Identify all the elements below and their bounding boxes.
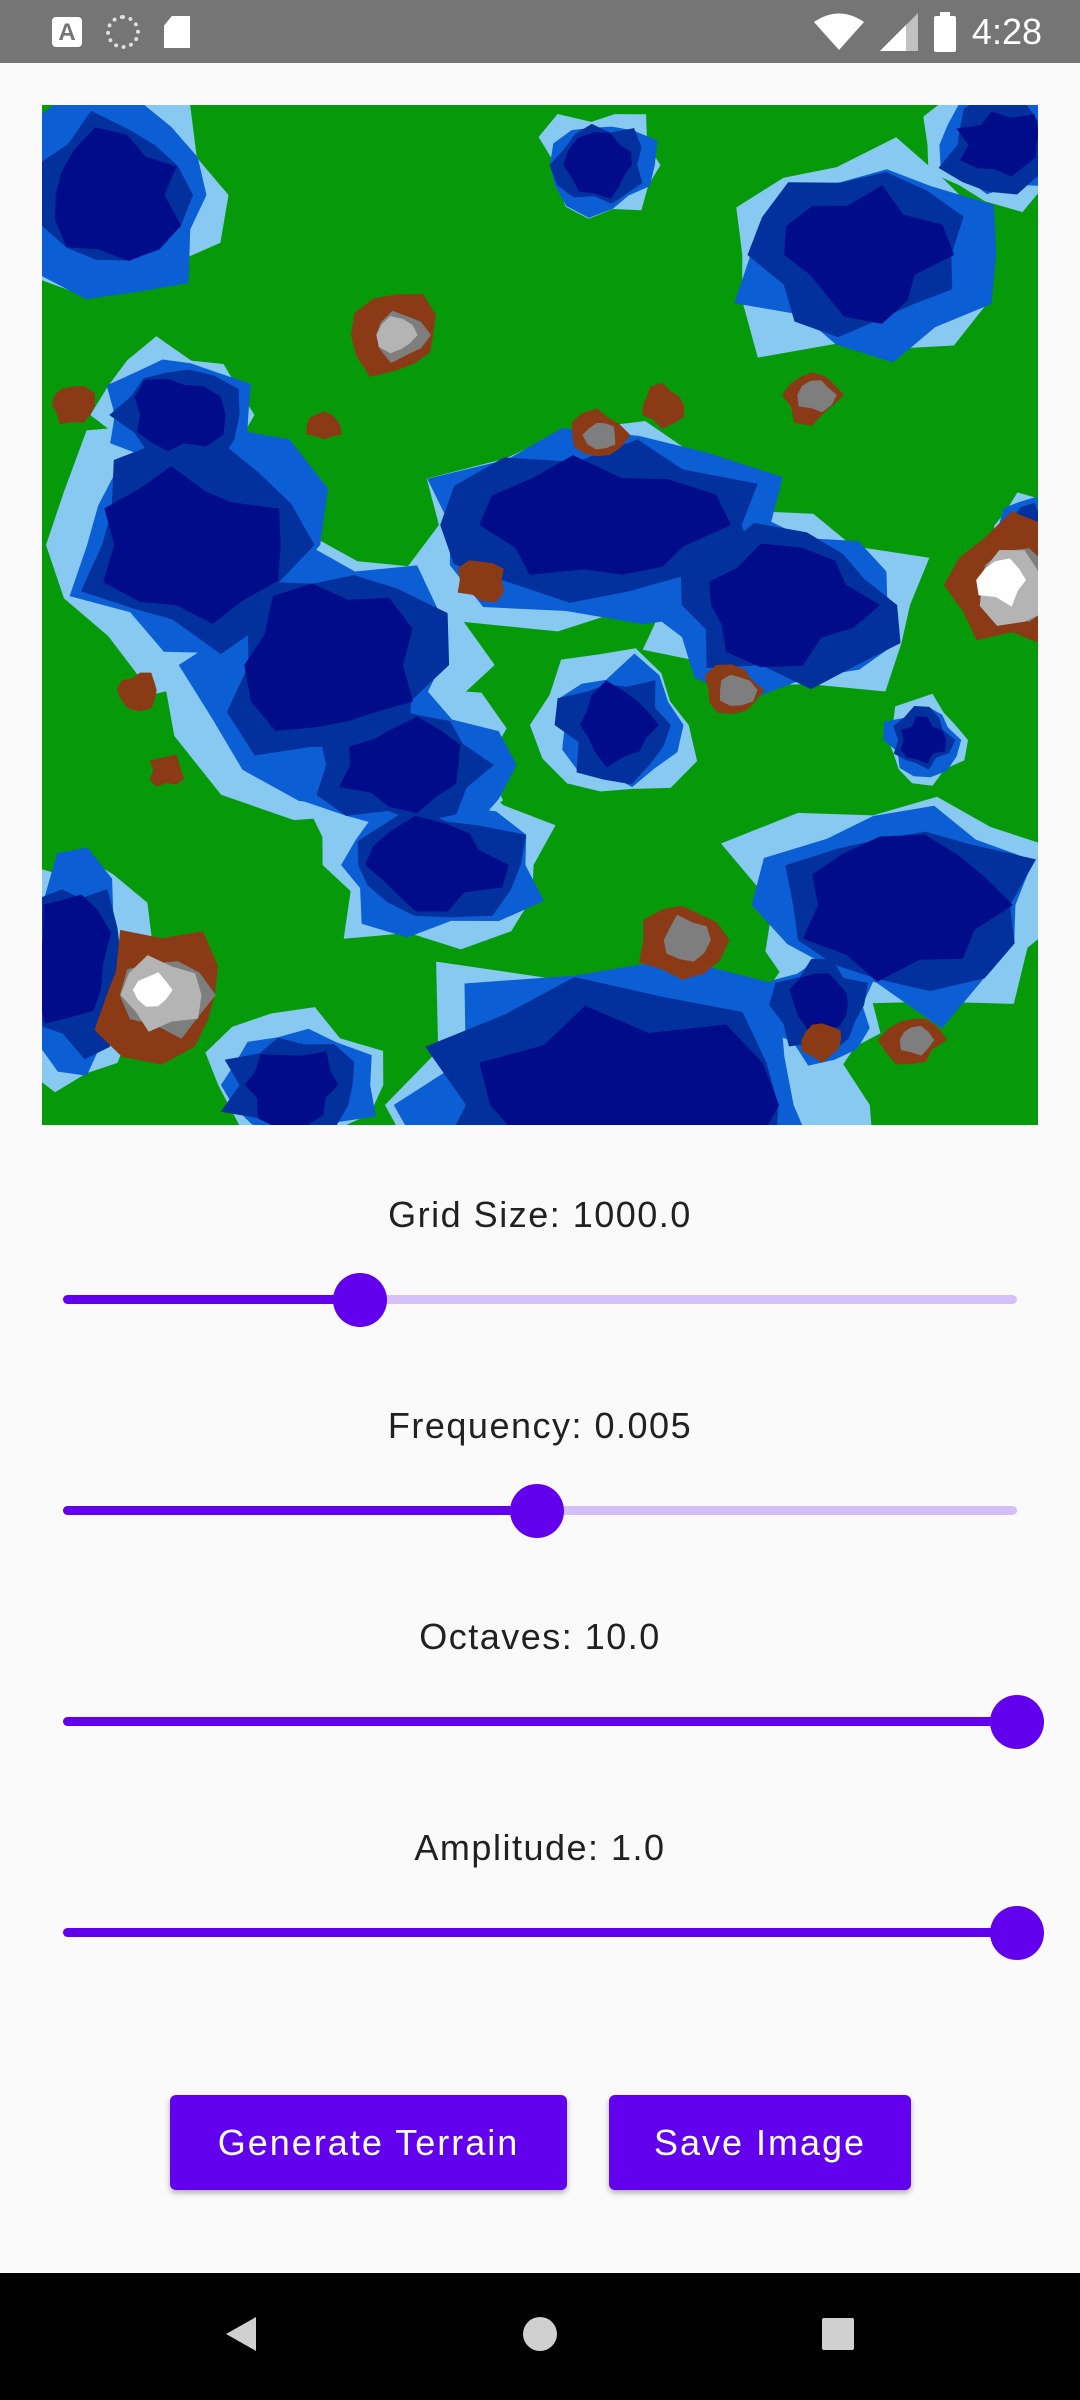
terrain-hill [457,560,505,603]
frequency-slider[interactable] [63,1484,1017,1538]
home-icon[interactable] [523,2317,557,2351]
terrain-stone [376,316,418,354]
terrain-image [42,105,1038,1125]
terrain-deep-water [365,815,509,912]
terrain-deep-water [479,455,732,575]
terrain-rock [663,914,711,962]
terrain-rock [899,1025,935,1056]
generate-terrain-button[interactable]: Generate Terrain [170,2095,567,2190]
terrain-deep-water [55,127,182,262]
terrain-deep-water [339,716,461,814]
terrain-deep-water [802,834,1013,982]
wifi-icon [813,13,864,50]
terrain-deep-water [709,543,881,668]
frequency-slider-fill [63,1506,538,1515]
terrain-deep-water [789,973,848,1042]
terrain-deep-water [42,894,111,1024]
amplitude-label: Amplitude: 1.0 [414,1827,666,1868]
grid-size-slider[interactable] [63,1273,1017,1327]
text-a-icon: A [52,17,82,47]
terrain-rock [720,674,758,706]
status-time: 4:28 [971,11,1042,52]
amplitude-slider[interactable] [63,1906,1044,1960]
terrain-deep-water [579,680,659,768]
terrain-hill [642,382,685,429]
terrain-deep-water [244,1051,339,1125]
save-image-button[interactable]: Save Image [609,2095,911,2190]
terrain-hill [306,411,343,440]
terrain-hill [801,1023,842,1063]
grid-size-slider-fill [63,1295,360,1304]
terrain-hill [52,385,96,425]
terrain-deep-water [103,466,281,624]
spinner-icon [106,15,140,49]
signal-icon [879,13,918,51]
terrain-deep-water [134,378,226,452]
navigation-bar [0,2273,1080,2400]
terrain-snow [976,558,1026,607]
terrain-hill [149,754,185,787]
terrain-deep-water [784,185,954,324]
back-icon[interactable] [226,2317,256,2351]
terrain-deep-water [956,111,1038,177]
terrain-deep-water [479,1005,779,1125]
frequency-label: Frequency: 0.005 [387,1405,693,1446]
frequency-slider-thumb[interactable] [510,1484,565,1538]
grid-size-label: Grid Size: 1000.0 [388,1194,692,1235]
octaves-slider-thumb[interactable] [990,1695,1044,1749]
octaves-label: Octaves: 10.0 [419,1616,661,1657]
battery-icon [933,12,956,52]
terrain-snow [132,972,173,1007]
amplitude-slider-thumb[interactable] [990,1906,1044,1960]
sd-card-icon [164,16,190,48]
terrain-rock [797,380,837,413]
octaves-slider[interactable] [63,1695,1044,1749]
recent-apps-icon[interactable] [822,2318,854,2350]
terrain-deep-water [563,132,632,199]
octaves-slider-fill [63,1717,1017,1726]
grid-size-slider-thumb[interactable] [332,1273,387,1327]
terrain-hill [116,672,157,712]
terrain-deep-water [244,583,413,731]
amplitude-slider-fill [63,1928,1017,1937]
terrain-rock [582,422,616,450]
terrain-deep-water [900,716,947,764]
status-bar: A 4:28 [0,0,1080,63]
